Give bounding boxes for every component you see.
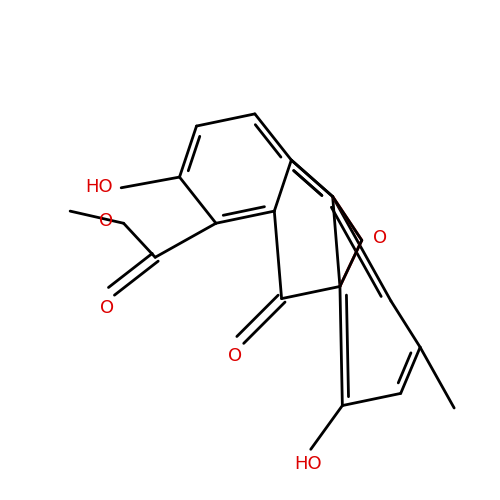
Text: O: O xyxy=(372,229,386,247)
Text: O: O xyxy=(228,347,242,365)
Text: HO: HO xyxy=(85,178,112,196)
Text: O: O xyxy=(99,212,113,230)
Text: HO: HO xyxy=(294,455,322,473)
Text: O: O xyxy=(100,298,114,316)
